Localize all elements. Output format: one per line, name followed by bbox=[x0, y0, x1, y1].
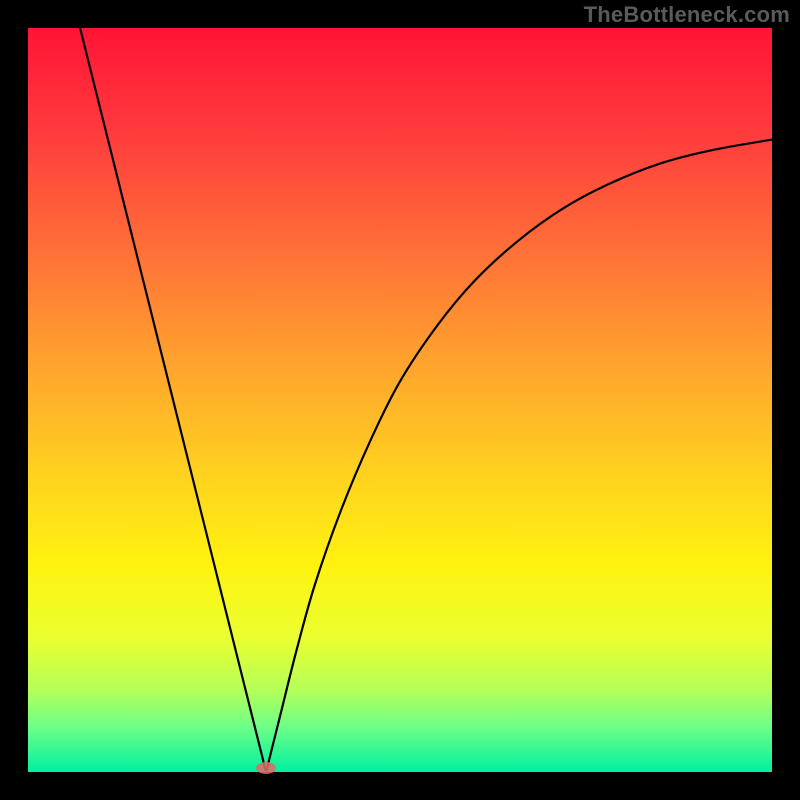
minimum-marker bbox=[256, 762, 276, 774]
curve-layer bbox=[28, 28, 772, 772]
chart-plot-area bbox=[28, 28, 772, 772]
watermark-text: TheBottleneck.com bbox=[584, 2, 790, 28]
bottleneck-curve bbox=[80, 28, 772, 771]
